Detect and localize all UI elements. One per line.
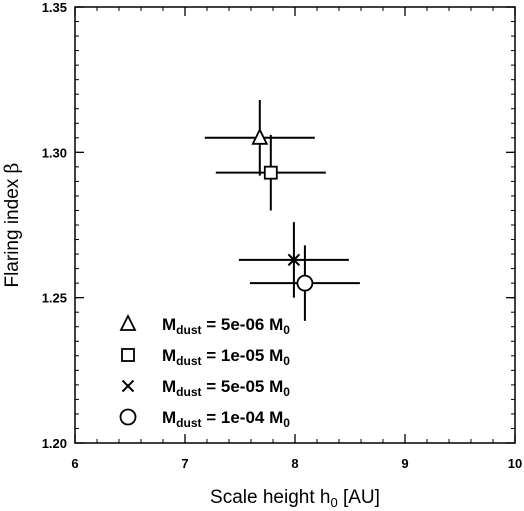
x-tick-label: 8 <box>291 456 298 471</box>
y-axis-label: Flaring index β <box>1 162 23 287</box>
marker-cross <box>287 253 301 267</box>
legend-label: Mdust = 1e-05 M0 <box>162 346 290 368</box>
plot-frame <box>74 6 516 444</box>
x-tick-label: 6 <box>71 456 78 471</box>
legend-label: Mdust = 5e-06 M0 <box>162 315 290 337</box>
data-point-triangle <box>204 100 315 176</box>
y-tick-label: 1.25 <box>42 291 67 306</box>
data-point-circle <box>249 245 360 321</box>
legend-entry-circle: Mdust = 1e-04 M0 <box>119 408 290 430</box>
data-point-square <box>215 134 326 211</box>
y-axis: 1.20 1.25 1.30 1.35 <box>42 0 515 451</box>
legend-entry-square: Mdust = 1e-05 M0 <box>121 346 290 368</box>
plot-border <box>74 6 516 444</box>
x-tick-label: 7 <box>181 456 188 471</box>
legend: Mdust = 5e-06 M0 Mdust = 1e-05 M0 Mdust = … <box>119 313 290 430</box>
legend-marker-square <box>121 348 135 362</box>
legend-label: Mdust = 1e-04 M0 <box>162 408 290 430</box>
x-tick-label: 10 <box>508 456 522 471</box>
x-axis: 6 7 8 9 10 <box>71 7 522 471</box>
y-tick-label: 1.35 <box>42 0 67 15</box>
legend-marker-circle <box>119 408 137 426</box>
legend-entry-cross: Mdust = 5e-05 M0 <box>121 377 290 399</box>
x-tick-label: 9 <box>401 456 408 471</box>
x-axis-label: Scale height h0 [AU] <box>210 487 380 510</box>
marker-circle <box>296 274 314 292</box>
y-tick-label: 1.20 <box>42 436 67 451</box>
y-tick-label: 1.30 <box>42 145 67 160</box>
data-point-cross <box>238 222 349 298</box>
legend-entry-triangle: Mdust = 5e-06 M0 <box>119 313 290 337</box>
legend-label: Mdust = 5e-05 M0 <box>162 377 290 399</box>
marker-triangle <box>251 127 269 145</box>
data-series <box>204 100 360 321</box>
legend-marker-cross <box>121 379 135 393</box>
legend-marker-triangle <box>119 313 137 331</box>
marker-square <box>263 165 278 180</box>
